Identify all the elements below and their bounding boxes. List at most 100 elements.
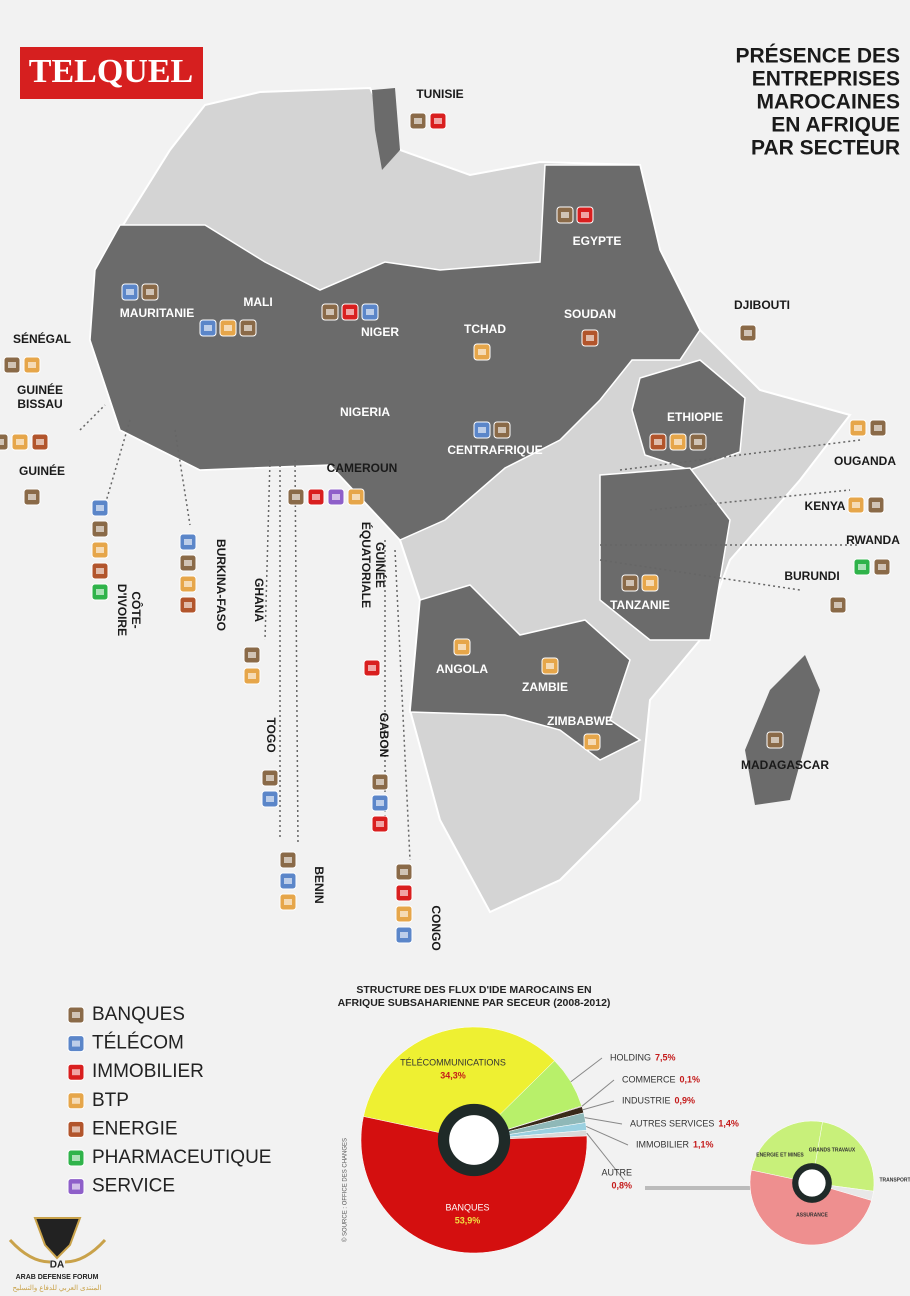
legend-label: ENERGIE [92,1118,178,1139]
country-label: TOGO [264,717,278,752]
country-label: ETHIOPIE [667,410,723,424]
country-label: GHANA [252,578,266,622]
page-title: MAROCAINES [756,91,900,114]
sector-icon-mark [872,502,880,508]
sector-icon-mark [16,439,24,445]
sector-icon-mark [184,560,192,566]
sector-icon-mark [96,505,104,511]
sector-icon-mark [266,796,274,802]
watermark-badge-text: DA [50,1260,64,1271]
country-label: MAURITANIE [120,306,194,320]
sector-icon-mark [400,911,408,917]
country-label: BENIN [312,866,326,903]
leader-line [581,1079,615,1107]
page-title: PRÉSENCE DES [735,45,900,68]
page-title: EN AFRIQUE [771,114,900,137]
sector-icon-mark [72,1069,80,1076]
sector-icon-mark [72,1012,80,1018]
sector-icon-mark [478,349,486,355]
sector-icon-mark [36,439,44,445]
sector-icon-mark [654,439,662,445]
sector-icon-mark [498,427,506,433]
slice-value: 53,9% [455,1215,481,1225]
sector-icon-mark [744,330,752,336]
sector-icon-mark [244,325,252,331]
sector-icon-mark [376,779,384,785]
slice-name: IMMOBILIER [636,1139,690,1149]
south-shape [409,584,642,761]
slice-name: BANQUES [445,1202,489,1212]
sector-icon-mark [312,494,320,500]
pie-hole [798,1169,826,1197]
source: © SOURCE : OFFICE DES CHANGES [342,1138,349,1242]
legend-label: BTP [92,1090,129,1111]
sector-icon-mark [284,899,292,905]
sector-icon-mark [8,362,16,368]
madagascar-shape [745,655,820,805]
sector-icon-mark [376,800,384,806]
chart-title: AFRIQUE SUBSAHARIENNE PAR SECEUR (2008-2… [338,997,611,1009]
watermark-name: ARAB DEFENSE FORUM [16,1274,99,1281]
sector-icon-mark [366,309,374,315]
country-label: D'IVOIRE [115,584,129,636]
country-label: EGYPTE [573,234,622,248]
sector-icon-mark [72,1097,80,1104]
watermark-arabic: المنتدى العربي للدفاع والتسليح [13,1284,102,1292]
sector-icon-mark [478,427,486,433]
slice-value: 0,9% [675,1095,696,1105]
sector-icon-mark [414,118,422,124]
sector-icon-mark [400,932,408,938]
slice-value: 7,5% [655,1052,676,1062]
sector-icon-mark [646,580,654,586]
sector-icon-mark [626,580,634,586]
leader-line [79,404,106,431]
logo-box [20,47,203,99]
sector-icon-mark [834,602,842,608]
sector-icon-mark [72,1155,80,1161]
sector-icon-mark [248,673,256,679]
sector-icon-mark [326,309,334,315]
sector-icon-mark [332,494,340,500]
legend-label: BANQUES [92,1004,185,1025]
sector-icon-mark [72,1183,80,1190]
sector-icon-mark [854,425,862,431]
slice-name: COMMERCE [622,1074,676,1084]
leader-line [394,549,411,861]
watermark: DA ARAB DEFENSE FORUM المنتدى العربي للد… [8,1217,107,1292]
sector-icon-mark [96,568,104,574]
leader-line [582,1100,615,1111]
country-label: SOUDAN [564,307,616,321]
sector-icon-mark [771,737,779,743]
country-label: MADAGASCAR [741,758,829,772]
leader-line [585,1125,629,1146]
country-label: KENYA [805,499,846,513]
sector-icon-mark [352,494,360,500]
country-label: RWANDA [846,533,900,547]
leader-line [586,1132,625,1181]
slice-name: ASSURANCE [796,1212,828,1218]
slice-value: 0,8% [611,1180,632,1190]
dark-region [89,164,701,541]
country-label: GUINÉE [17,382,63,397]
sector-icon-mark [878,564,886,570]
sector-icon-mark [266,775,274,781]
sector-icon-mark [400,890,408,896]
slice-name: AUTRES SERVICES [630,1118,714,1128]
sector-icon-mark [146,289,154,295]
country-label: BURKINA-FASO [214,539,228,631]
leader-line [264,459,271,641]
page-title: PAR SECTEUR [751,137,900,160]
slice-name: TÉLÉCOMMUNICATIONS [400,1057,506,1067]
country-label: NIGERIA [340,405,390,419]
sector-icon-mark [28,362,36,368]
country-label: GUINÉE [19,463,65,478]
page-title: ENTREPRISES [752,68,900,91]
sector-icon-mark [292,494,300,500]
east-shape [599,467,731,641]
slice-name: INDUSTRIE [622,1095,671,1105]
sector-icon-mark [204,325,212,331]
sector-icon-mark [400,869,408,875]
sector-icon-mark [561,212,569,218]
country-label: ANGOLA [436,662,488,676]
country-label: TCHAD [464,322,506,336]
